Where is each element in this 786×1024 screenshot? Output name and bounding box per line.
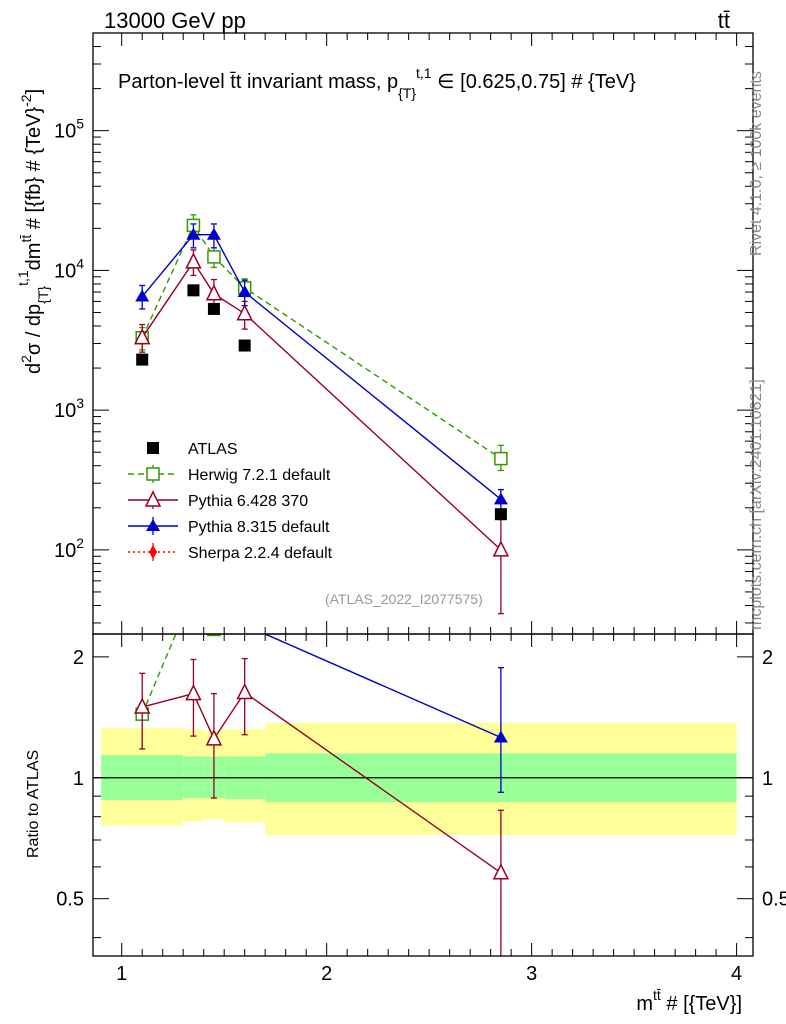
x-axis-label: mtt̄ # [{TeV}] bbox=[636, 987, 742, 1015]
atlas-point bbox=[238, 339, 251, 352]
pythia-8-315-default-point bbox=[186, 227, 201, 240]
y-tick-label: 105 bbox=[54, 116, 84, 143]
pythia-6-428-370-point bbox=[492, 540, 510, 557]
pythia-6-428-370-ratio-point bbox=[133, 697, 151, 714]
x-tick-label: 3 bbox=[526, 963, 537, 985]
ratio-tick-label: 2 bbox=[73, 647, 84, 669]
plot-title: Parton-level t̄t invariant mass, p{T}t,1… bbox=[118, 65, 636, 101]
atlas-point bbox=[187, 284, 200, 297]
x-tick-label: 1 bbox=[116, 963, 127, 985]
herwig-7-2-1-default-ratio-point bbox=[207, 634, 221, 637]
legend-label-pythia-8-315-default: Pythia 8.315 default bbox=[188, 519, 330, 536]
legend-marker-pythia-8-315-default bbox=[146, 519, 160, 531]
legend-marker-pythia-6-428-370 bbox=[144, 490, 162, 507]
rivet-version-label: Rivet 4.1.0, ≥ 100k events bbox=[748, 71, 765, 256]
header-energy: 13000 GeV pp bbox=[104, 8, 246, 33]
pythia-6-428-370-point bbox=[133, 328, 151, 345]
atlas-point bbox=[207, 302, 220, 315]
ratio-tick-label-right: 2 bbox=[762, 647, 773, 669]
pythia-6-428-370-point bbox=[205, 284, 223, 301]
pythia-8-315-default-point bbox=[493, 492, 508, 505]
ratio-tick-label-right: 0.5 bbox=[762, 889, 786, 911]
y-axis-label: d2σ / dp{T}t,1dmtt̄ # [{fb} # {TeV}-2] bbox=[15, 89, 51, 374]
main-panel-series bbox=[133, 214, 510, 615]
legend-marker-herwig-7-2-1-default bbox=[146, 467, 160, 481]
legend-label-sherpa-2-2-4-default: Sherpa 2.2.4 default bbox=[188, 545, 333, 562]
mcplots-label: mcplots.cern.ch [arXiv:2401.10621] bbox=[748, 379, 765, 630]
legend-label-atlas: ATLAS bbox=[188, 441, 238, 458]
herwig-7-2-1-default-ratio-point bbox=[187, 586, 199, 598]
pythia-8-315-default-point bbox=[237, 285, 252, 298]
axes: 1 2 3 4 102 103 104 105 0.5 0.5 1 1 2 2 bbox=[54, 32, 786, 985]
pythia-8-315-default-point bbox=[206, 227, 221, 240]
ratio-panel-frame bbox=[92, 633, 754, 957]
herwig-7-2-1-default-point bbox=[494, 451, 508, 466]
legend-label-pythia-6-428-370: Pythia 6.428 370 bbox=[188, 493, 308, 510]
main-panel-frame bbox=[92, 32, 754, 635]
pythia-8-315-default-point bbox=[135, 289, 150, 302]
y-tick-label: 104 bbox=[54, 255, 84, 282]
legend-label-herwig-7-2-1-default: Herwig 7.2.1 default bbox=[188, 467, 331, 484]
atlas-point bbox=[494, 508, 507, 521]
pythia-6-428-370-ratio-point bbox=[185, 683, 202, 701]
pythia-6-428-370-point bbox=[185, 252, 202, 269]
pythia-6-428-370-ratio-point bbox=[492, 863, 510, 880]
pythia-8-315-default-line bbox=[141, 234, 502, 500]
pythia-6-428-370-point bbox=[236, 304, 253, 321]
herwig-7-2-1-default-ratio-point bbox=[239, 605, 251, 617]
legend-marker-atlas bbox=[147, 442, 159, 454]
pythia-6-428-370-ratio-point bbox=[205, 729, 223, 746]
pythia-8-315-default-ratio-point bbox=[135, 589, 149, 601]
legend-marker-sherpa-2-2-4-default bbox=[149, 545, 157, 559]
ratio-tick-label: 1 bbox=[73, 768, 84, 790]
ratio-y-axis-label: Ratio to ATLAS bbox=[25, 750, 42, 858]
atlas-point bbox=[136, 353, 149, 366]
x-tick-label: 2 bbox=[321, 963, 332, 985]
pythia-8-315-default-ratio-line bbox=[263, 634, 502, 739]
legend: ATLAS Herwig 7.2.1 default Pythia 6.428 37… bbox=[128, 441, 333, 562]
title-tail: ∈ [0.625,0.75] # {TeV} bbox=[432, 71, 637, 93]
title-sup: t,1 bbox=[416, 65, 432, 81]
ratio-tick-label-right: 1 bbox=[762, 768, 773, 790]
title-main: Parton-level t̄t invariant mass, p bbox=[118, 71, 398, 93]
pythia-6-428-370-ratio-point bbox=[236, 682, 253, 700]
ratio-panel-series bbox=[133, 586, 510, 956]
analysis-id: (ATLAS_2022_I2077575) bbox=[325, 591, 483, 607]
title-sub: {T} bbox=[398, 85, 416, 101]
y-tick-label: 103 bbox=[54, 395, 84, 422]
pythia-8-315-default-ratio-point bbox=[493, 730, 508, 743]
ratio-tick-label: 0.5 bbox=[56, 889, 84, 911]
herwig-7-2-1-default-point bbox=[207, 250, 221, 264]
header-process: tt̄ bbox=[718, 8, 730, 33]
x-tick-label: 4 bbox=[731, 963, 742, 985]
y-tick-label: 102 bbox=[54, 535, 84, 562]
pythia-8-315-default-ratio-point bbox=[186, 611, 200, 623]
